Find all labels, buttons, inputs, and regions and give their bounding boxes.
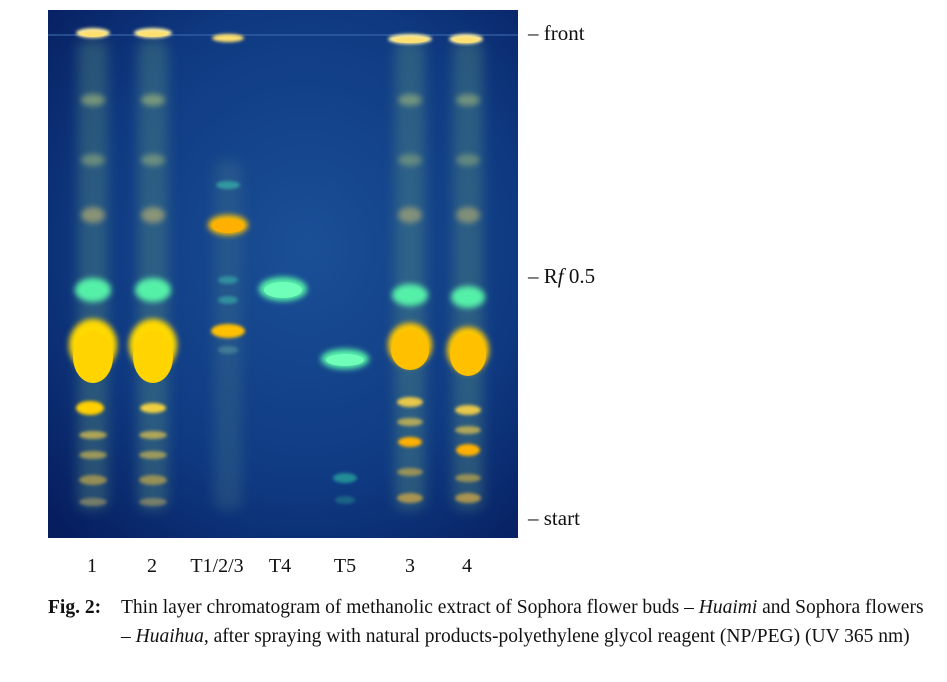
caption-text-2: and Sophora flowers – bbox=[121, 597, 924, 647]
caption-italic-huaimi: Huaimi bbox=[698, 597, 758, 618]
lane-t123-zones bbox=[208, 34, 248, 510]
lane-2-zones bbox=[129, 28, 177, 510]
rf-italic-f: f bbox=[557, 264, 564, 288]
start-line-label: – start bbox=[528, 506, 580, 530]
tlc-plate-image bbox=[48, 10, 518, 538]
rf-value: 0.5 bbox=[563, 264, 596, 288]
lane-1-zones bbox=[69, 28, 117, 510]
caption-text-1: Thin layer chromatogram of methanolic ex… bbox=[121, 597, 699, 618]
figure-caption-label: Fig. 2: bbox=[48, 597, 102, 618]
solvent-front-line bbox=[48, 34, 518, 36]
caption-italic-huaihua: Huaihua bbox=[135, 626, 204, 647]
lane-t5-zones bbox=[321, 349, 369, 504]
lane-label-1: 1 bbox=[87, 555, 97, 577]
caption-text-3: , after spraying with natural products-p… bbox=[203, 626, 910, 647]
rf-marker-label: – Rf 0.5 bbox=[528, 266, 595, 287]
lane-label-t4: T4 bbox=[268, 555, 292, 577]
lane-4-zones bbox=[447, 34, 489, 510]
figure-caption-text: Thin layer chromatogram of methanolic ex… bbox=[121, 593, 928, 651]
lane-t4-zones bbox=[259, 277, 307, 301]
solvent-front-label: – front bbox=[528, 21, 585, 45]
lane-label-t5: T5 bbox=[333, 555, 357, 577]
lane-label-2: 2 bbox=[147, 555, 157, 577]
lane-label-t123: T1/2/3 bbox=[190, 555, 244, 577]
plate-background bbox=[48, 10, 518, 538]
rf-prefix: – R bbox=[528, 264, 558, 288]
lane-label-4: 4 bbox=[462, 555, 472, 577]
lane-label-3: 3 bbox=[405, 555, 415, 577]
lane-3-zones bbox=[388, 34, 432, 510]
figure-caption: Fig. 2: Thin layer chromatogram of metha… bbox=[48, 593, 928, 651]
